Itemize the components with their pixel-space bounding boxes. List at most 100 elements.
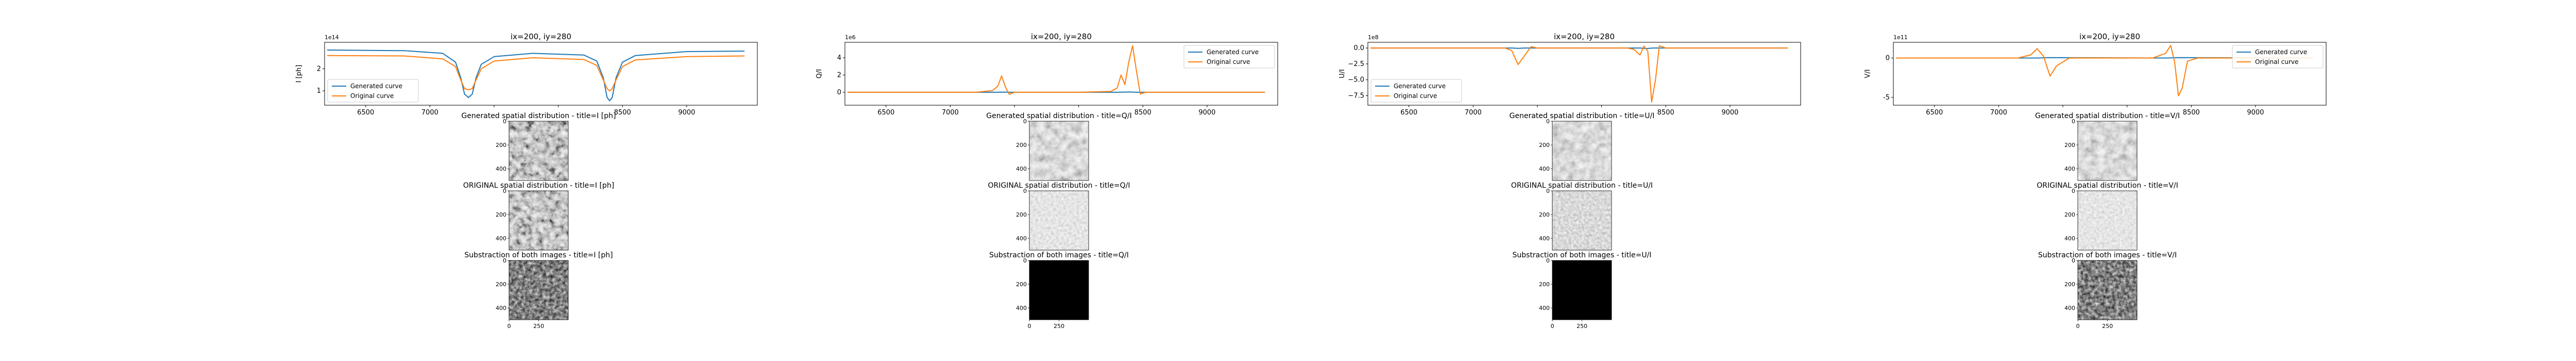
y-scale-offset-label: 1e11 <box>1893 34 1908 41</box>
x-tick-label: 7000 <box>421 109 438 117</box>
image-ytick-label: 400 <box>496 305 506 311</box>
legend-label: Original curve <box>1207 58 1250 65</box>
legend: Generated curve Original curve <box>1370 79 1462 103</box>
generated-image-0: 0 200 400 Generated spatial distribution - … <box>462 112 616 181</box>
x-tick-label: 7000 <box>1465 109 1482 117</box>
difference-image-0: 0 200 400 0 250 Substraction of both images -… <box>464 251 613 330</box>
x-tick-label: 7000 <box>942 109 959 117</box>
image-xtick-label: 0 <box>2076 323 2080 330</box>
image-xtick-label: 0 <box>1551 323 1554 330</box>
legend-label: Original curve <box>2255 58 2298 65</box>
y-scale-offset-label: 1e14 <box>325 34 339 41</box>
original-image-3: 0 200 400 ORIGINAL spatial distribution - t… <box>2037 182 2178 251</box>
x-tick-label: 9000 <box>2247 109 2264 117</box>
image-xtick-label: 250 <box>1577 323 1587 330</box>
y-tick-label: 4 <box>837 54 841 62</box>
difference-image-title: Substraction of both images - title=Q/I <box>989 251 1129 259</box>
image-ytick-label: 0 <box>1546 118 1550 125</box>
y-tick-label: 0.0 <box>1353 44 1364 52</box>
original-image-title: ORIGINAL spatial distribution - title=Q/… <box>988 182 1130 190</box>
y-axis-label: Q/I <box>816 69 823 78</box>
image-ytick-label: 0 <box>1023 188 1027 194</box>
x-tick-label: 6500 <box>357 109 374 117</box>
series-line-original <box>1370 45 1788 103</box>
series-line-generated <box>327 50 745 102</box>
image-ytick-label: 200 <box>1539 211 1550 218</box>
legend: Generated curve Original curve <box>327 79 419 103</box>
image-ytick-label: 400 <box>1016 305 1027 311</box>
x-tick-label: 8500 <box>1657 109 1674 117</box>
generated-image-3: 0 200 400 Generated spatial distribution - … <box>2035 112 2180 181</box>
image-ytick-label: 0 <box>1023 118 1027 125</box>
axes-frame <box>844 42 1278 106</box>
image-ytick-label: 400 <box>2064 235 2075 242</box>
y-axis-label: U/I <box>1338 69 1346 78</box>
line-chart-title: ix=200, iy=280 <box>511 32 571 41</box>
line-chart-title: ix=200, iy=280 <box>2079 32 2140 41</box>
y-tick-label: −7.5 <box>1348 92 1364 100</box>
image-ytick-label: 400 <box>2064 166 2075 172</box>
image-ytick-label: 200 <box>496 281 506 288</box>
axes-frame <box>1893 42 2327 106</box>
line-chart-title: ix=200, iy=280 <box>1554 32 1615 41</box>
line-chart-title: ix=200, iy=280 <box>1031 32 1092 41</box>
image-ytick-label: 0 <box>2072 118 2075 125</box>
y-tick-label: 1 <box>317 87 321 95</box>
x-tick-label: 6500 <box>877 109 894 117</box>
axes-frame <box>1367 42 1801 106</box>
line-chart-Q: ix=200, iy=280 1e6 6500 7000 8500 9000 0 2 4 Q/I G… <box>816 32 1278 117</box>
difference-image-title: Substraction of both images - title=I [p… <box>464 251 613 259</box>
line-chart-V: ix=200, iy=280 1e11 6500 7000 8500 9000 0 -5 V/I… <box>1864 32 2327 117</box>
series-line-original <box>848 45 1265 95</box>
legend-label: Generated curve <box>350 83 402 90</box>
image-ytick-label: 200 <box>1016 211 1027 218</box>
difference-image-2: 0 200 400 0 250 Substraction of both images -… <box>1513 251 1652 330</box>
axes-frame <box>324 42 758 106</box>
x-tick-label: 8500 <box>614 109 631 117</box>
original-image-2: 0 200 400 ORIGINAL spatial distribution - t… <box>1511 182 1653 251</box>
image-xtick-label: 250 <box>1054 323 1064 330</box>
line-chart-I: ix=200, iy=280 1e14 6500 7000 8500 9000 1 2 I [p… <box>295 32 758 117</box>
y-axis-label: I [ph] <box>295 65 303 83</box>
generated-image-title: Generated spatial distribution - title=V… <box>2035 112 2180 120</box>
generated-image-1: 0 200 400 Generated spatial distribution - … <box>986 112 1132 181</box>
original-image-title: ORIGINAL spatial distribution - title=U/… <box>1511 182 1653 190</box>
legend: Generated curve Original curve <box>2232 45 2324 69</box>
legend-label: Original curve <box>350 92 394 100</box>
image-ytick-label: 400 <box>1539 305 1550 311</box>
y-tick-label: 0 <box>837 89 841 96</box>
image-ytick-label: 200 <box>1539 281 1550 288</box>
image-ytick-label: 400 <box>1016 235 1027 242</box>
y-axis-label: V/I <box>1864 69 1872 78</box>
y-tick-label: -5 <box>1883 94 1890 102</box>
generated-image-2: 0 200 400 Generated spatial distribution - … <box>1510 112 1654 181</box>
line-chart-U: ix=200, iy=280 1e8 6500 7000 8500 9000 0.0 −2.5… <box>1338 32 1801 117</box>
image-xtick-label: 0 <box>1028 323 1031 330</box>
image-ytick-label: 400 <box>1539 166 1550 172</box>
legend-label: Generated curve <box>2255 48 2307 56</box>
legend: Generated curve Original curve <box>1183 45 1275 69</box>
image-ytick-label: 0 <box>2072 257 2075 264</box>
difference-image-title: Substraction of both images - title=U/I <box>1513 251 1652 259</box>
image-ytick-label: 400 <box>2064 305 2075 311</box>
legend-label: Generated curve <box>1207 48 1259 56</box>
original-image-title: ORIGINAL spatial distribution - title=V/… <box>2037 182 2178 190</box>
image-ytick-label: 200 <box>496 211 506 218</box>
image-ytick-label: 0 <box>2072 188 2075 194</box>
image-ytick-label: 200 <box>1016 281 1027 288</box>
x-tick-label: 9000 <box>1721 109 1738 117</box>
image-ytick-label: 400 <box>1016 166 1027 172</box>
y-scale-offset-label: 1e6 <box>845 34 856 41</box>
difference-image-title: Substraction of both images - title=V/I <box>2038 251 2177 259</box>
series-line-original <box>327 55 745 92</box>
image-ytick-label: 0 <box>503 257 506 264</box>
image-xtick-label: 250 <box>533 323 544 330</box>
image-ytick-label: 200 <box>1539 142 1550 149</box>
image-ytick-label: 0 <box>503 118 506 125</box>
legend-label: Original curve <box>1394 92 1437 100</box>
y-tick-label: −5.0 <box>1348 76 1364 84</box>
image-ytick-label: 0 <box>1023 257 1027 264</box>
y-tick-label: −2.5 <box>1348 60 1364 68</box>
image-ytick-label: 400 <box>496 166 506 172</box>
